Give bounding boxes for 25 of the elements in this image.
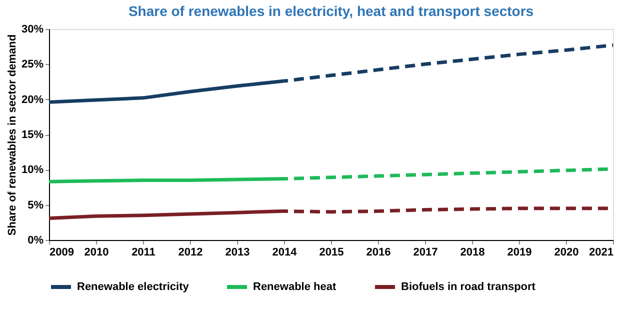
x-tick-label: 2009 [50, 246, 74, 258]
chart-title: Share of renewables in electricity, heat and transport sectors [128, 3, 534, 19]
x-tick-label: 2010 [84, 246, 109, 258]
y-tick-label: 25% [21, 58, 44, 71]
y-tick-label: 0% [28, 234, 44, 246]
x-tick-label: 2013 [225, 246, 250, 258]
y-tick-label: 5% [28, 199, 44, 212]
x-tick-label: 2014 [272, 246, 298, 258]
x-tick-label: 2018 [460, 246, 485, 258]
x-tick-label: 2017 [413, 246, 438, 258]
x-tick-label: 2019 [507, 246, 532, 258]
y-tick-label: 20% [21, 94, 44, 106]
x-tick-label: 2016 [366, 246, 391, 258]
x-tick-label: 2020 [554, 246, 579, 258]
legend-label: Renewable electricity [77, 281, 190, 293]
legend-label: Biofuels in road transport [401, 281, 536, 293]
x-tick-label: 2011 [132, 246, 156, 258]
x-tick-label: 2012 [178, 246, 203, 258]
y-axis-title: Share of renewables in sector demand [6, 34, 18, 236]
y-tick-label: 15% [21, 129, 44, 141]
legend-label: Renewable heat [253, 281, 336, 293]
y-tick-label: 30% [21, 24, 44, 36]
x-tick-label: 2021 [589, 246, 614, 258]
x-tick-label: 2015 [319, 246, 344, 258]
y-tick-label: 10% [21, 164, 44, 176]
